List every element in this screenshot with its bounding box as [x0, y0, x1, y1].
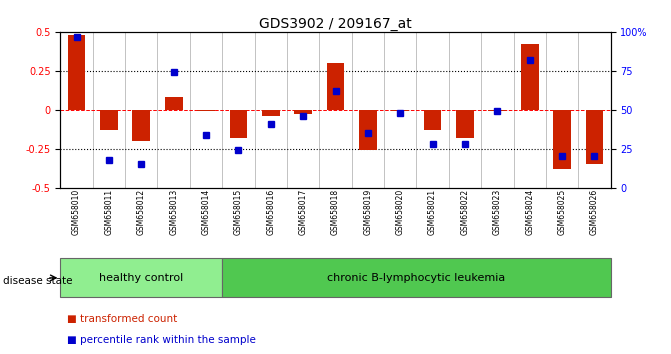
- Bar: [60, 258, 222, 297]
- Bar: [229, 110, 248, 138]
- Bar: [222, 258, 611, 297]
- Bar: [553, 110, 571, 169]
- Text: healthy control: healthy control: [99, 273, 183, 283]
- Bar: [132, 110, 150, 141]
- Bar: [391, 110, 409, 111]
- Bar: [359, 110, 377, 150]
- Bar: [521, 44, 539, 110]
- Bar: [456, 110, 474, 138]
- Text: ■ percentile rank within the sample: ■ percentile rank within the sample: [67, 335, 256, 345]
- Bar: [68, 35, 85, 110]
- Bar: [586, 110, 603, 164]
- Text: ■ transformed count: ■ transformed count: [67, 314, 177, 324]
- Bar: [197, 110, 215, 111]
- Bar: [100, 110, 118, 130]
- Bar: [165, 97, 183, 110]
- Text: chronic B-lymphocytic leukemia: chronic B-lymphocytic leukemia: [327, 273, 505, 283]
- Bar: [294, 110, 312, 114]
- Bar: [327, 63, 344, 110]
- Bar: [488, 110, 506, 111]
- Text: disease state: disease state: [3, 276, 73, 286]
- Title: GDS3902 / 209167_at: GDS3902 / 209167_at: [259, 17, 412, 31]
- Bar: [423, 110, 442, 130]
- Bar: [262, 110, 280, 116]
